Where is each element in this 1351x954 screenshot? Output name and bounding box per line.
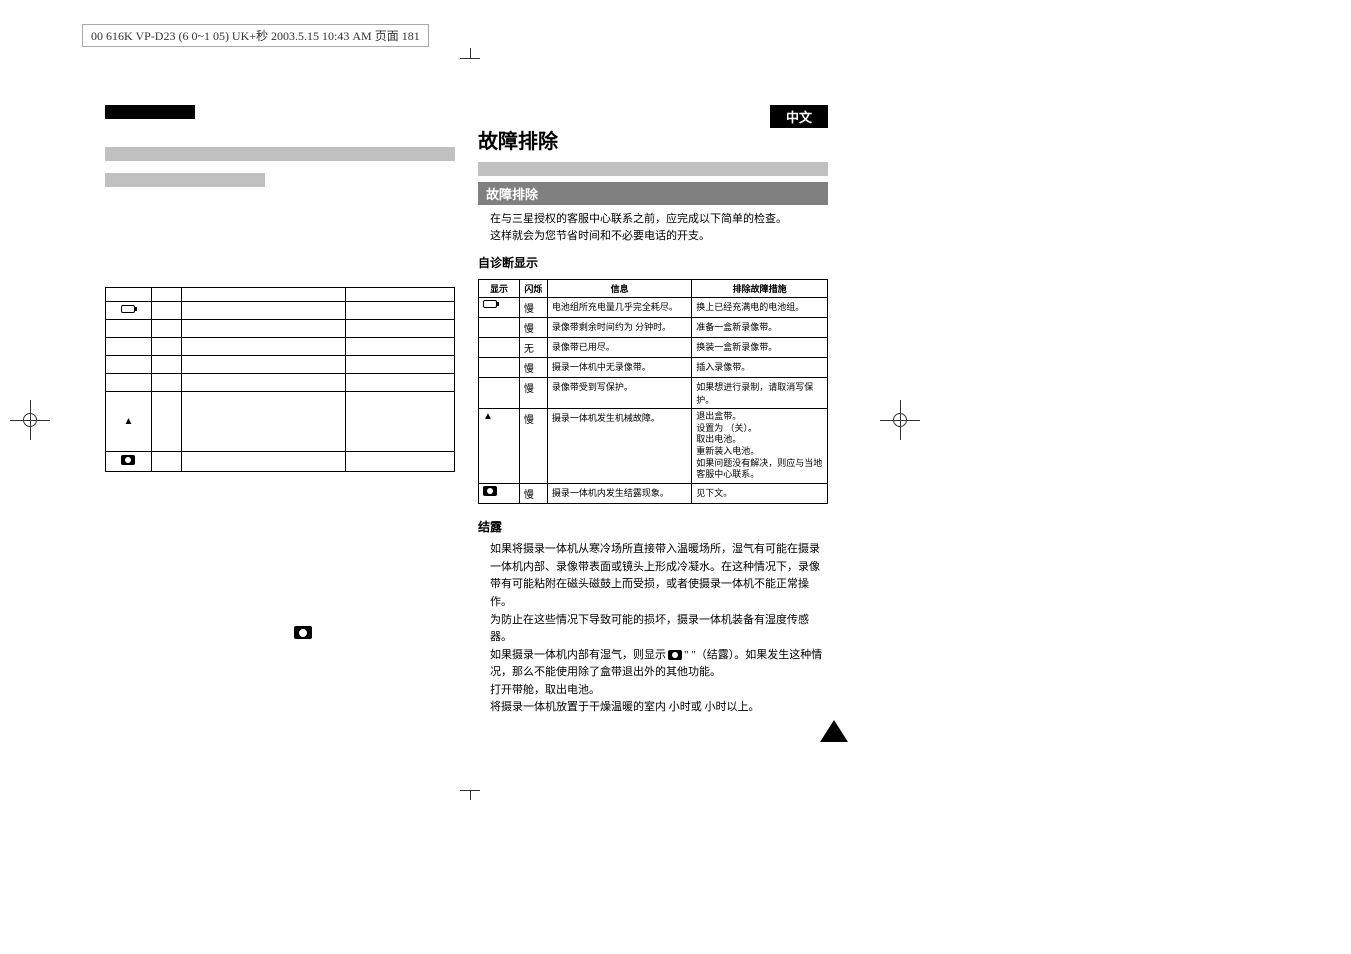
table-row: 慢 录像带受到写保护。 如果想进行录制，请取消写保护。	[479, 378, 828, 409]
intro-line-1: 在与三星授权的客服中心联系之前，应完成以下简单的检查。	[490, 211, 828, 228]
cell-info: 摄录一体机内发生结露现象。	[547, 484, 691, 504]
cell-blink: 无	[519, 338, 547, 358]
left-page	[105, 105, 455, 472]
intro-text: 在与三星授权的客服中心联系之前，应完成以下简单的检查。 这样就会为您节省时间和不…	[478, 211, 828, 244]
table-row: 慢 摄录一体机内发生结露现象。 见下文。	[479, 484, 828, 504]
cell-info: 录像带已用尽。	[547, 338, 691, 358]
left-gray-bar-1	[105, 147, 455, 161]
eject-icon	[123, 416, 133, 427]
th-blink: 闪烁	[519, 280, 547, 298]
cell-action: 准备一盒新录像带。	[692, 318, 828, 338]
section-header: 故障排除	[478, 182, 828, 205]
battery-icon	[121, 305, 135, 313]
condensation-title: 结露	[478, 518, 828, 535]
left-blank-table	[105, 287, 455, 472]
left-gray-bar-2	[105, 173, 265, 187]
cell-info: 录像带剩余时间约为 分钟时。	[547, 318, 691, 338]
table-row: 慢 电池组所充电量几乎完全耗尽。 换上已经充满电的电池组。	[479, 298, 828, 318]
condensation-p2: 为防止在这些情况下导致可能的损坏，摄录一体机装备有湿度传感器。	[490, 612, 828, 647]
condensation-p1: 如果将摄录一体机从寒冷场所直接带入温暖场所，湿气有可能在摄录一体机内部、录像带表…	[490, 541, 828, 611]
self-diag-heading: 自诊断显示	[478, 254, 828, 271]
condensation-p4: 打开带舱，取出电池。	[490, 682, 828, 700]
table-row: 慢 录像带剩余时间约为 分钟时。 准备一盒新录像带。	[479, 318, 828, 338]
cell-action: 见下文。	[692, 484, 828, 504]
table-row: 无 录像带已用尽。 换装一盒新录像带。	[479, 338, 828, 358]
th-info: 信息	[547, 280, 691, 298]
registration-mark-right	[880, 400, 920, 440]
cell-info: 摄录一体机发生机械故障。	[547, 409, 691, 484]
crop-mark-top	[470, 48, 490, 68]
table-row: 慢 摄录一体机发生机械故障。 退出盒带。 设置为 （关）。 取出电池。 重新装入…	[479, 409, 828, 484]
table-row: 慢 摄录一体机中无录像带。 插入录像带。	[479, 358, 828, 378]
diagnostic-table: 显示 闪烁 信息 排除故障措施 慢 电池组所充电量几乎完全耗尽。 换上已经充满电…	[478, 279, 828, 504]
cell-action: 退出盒带。 设置为 （关）。 取出电池。 重新装入电池。 如果问题没有解决，则应…	[692, 409, 828, 484]
cell-action: 换上已经充满电的电池组。	[692, 298, 828, 318]
cell-info: 电池组所充电量几乎完全耗尽。	[547, 298, 691, 318]
doc-header-info: 00 616K VP-D23 (6 0~1 05) UK+秒 2003.5.15…	[82, 24, 429, 47]
th-display: 显示	[479, 280, 520, 298]
cell-action: 换装一盒新录像带。	[692, 338, 828, 358]
left-black-bar	[105, 105, 195, 119]
cell-info: 摄录一体机中无录像带。	[547, 358, 691, 378]
cell-blink: 慢	[519, 358, 547, 378]
cell-blink: 慢	[519, 409, 547, 484]
page-triangle-marker	[820, 720, 848, 742]
moisture-icon	[668, 650, 682, 660]
eject-icon	[483, 411, 493, 422]
cell-blink: 慢	[519, 484, 547, 504]
condensation-p3: 如果摄录一体机内部有湿气，则显示" "（结露）。如果发生这种情况，那么不能使用除…	[490, 647, 828, 682]
registration-mark-left	[10, 400, 50, 440]
title-underline	[478, 162, 828, 176]
condensation-p5: 将摄录一体机放置于干燥温暖的室内 小时或 小时以上。	[490, 699, 828, 717]
crop-mark-bottom	[470, 780, 490, 800]
moisture-icon	[483, 486, 497, 496]
th-action: 排除故障措施	[692, 280, 828, 298]
page-title: 故障排除	[478, 125, 828, 154]
cell-action: 如果想进行录制，请取消写保护。	[692, 378, 828, 409]
cell-blink: 慢	[519, 318, 547, 338]
table-header-row: 显示 闪烁 信息 排除故障措施	[479, 280, 828, 298]
cell-info: 录像带受到写保护。	[547, 378, 691, 409]
cell-blink: 慢	[519, 298, 547, 318]
right-page: 中文 故障排除 故障排除 在与三星授权的客服中心联系之前，应完成以下简单的检查。…	[478, 105, 828, 717]
cell-blink: 慢	[519, 378, 547, 409]
condensation-body: 如果将摄录一体机从寒冷场所直接带入温暖场所，湿气有可能在摄录一体机内部、录像带表…	[478, 541, 828, 717]
left-moisture-icon-large	[294, 626, 312, 644]
intro-line-2: 这样就会为您节省时间和不必要电话的开支。	[490, 228, 828, 245]
cell-action: 插入录像带。	[692, 358, 828, 378]
battery-icon	[483, 300, 497, 308]
moisture-icon	[121, 455, 135, 465]
language-badge: 中文	[770, 105, 828, 128]
